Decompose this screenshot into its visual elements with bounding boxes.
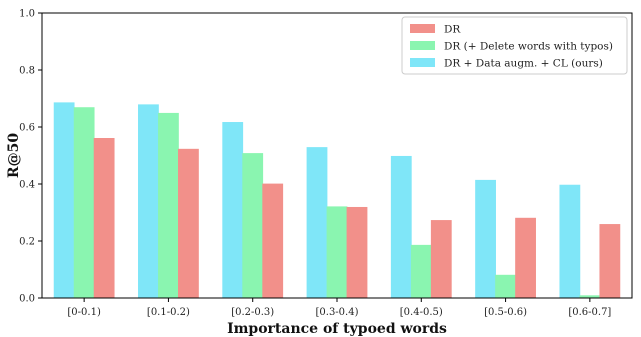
bar (430, 220, 452, 299)
bar (222, 122, 244, 299)
bar (410, 244, 432, 299)
legend-label: DR (444, 24, 461, 36)
bar (158, 112, 179, 299)
bar (390, 155, 412, 299)
bar (73, 107, 95, 299)
bar (495, 274, 516, 299)
legend-box (401, 16, 628, 75)
y-tick-label: 0.0 (19, 294, 35, 305)
plot-frame (41, 12, 633, 299)
bar (475, 179, 496, 299)
bar (559, 184, 581, 299)
bar (53, 102, 75, 299)
legend: DR DR (+ Delete words with typos) DR + Dat… (401, 16, 628, 75)
bar (599, 224, 621, 299)
bar (138, 104, 159, 299)
x-tick-label: [0-0.1) (67, 307, 101, 318)
x-tick-label: [0.3-0.4) (316, 307, 359, 318)
y-tick-label: 1.0 (19, 9, 35, 20)
bar (326, 206, 348, 299)
bar (306, 147, 328, 299)
legend-swatch (410, 41, 435, 50)
bar (93, 137, 115, 299)
x-tick-label: [0.1-0.2) (147, 307, 190, 318)
bar (262, 183, 284, 299)
y-axis-title: R@50 (6, 133, 22, 178)
bars-layer (53, 102, 621, 299)
y-tick-label: 0.2 (19, 237, 35, 248)
bar (178, 148, 199, 299)
x-tick-label: [0.2-0.3) (231, 307, 274, 318)
bar (515, 217, 536, 299)
legend-label: DR + Data augm. + CL (ours) (444, 58, 603, 70)
y-tick-label: 0.8 (19, 66, 35, 77)
y-tick-label: 0.6 (19, 123, 35, 134)
x-tick-label: [0.5-0.6) (484, 307, 527, 318)
y-axis: 0.0 0.2 0.4 0.6 0.8 1.0 (19, 9, 42, 305)
legend-label: DR (+ Delete words with typos) (444, 41, 613, 53)
x-axis: [0-0.1) [0.1-0.2) [0.2-0.3) [0.3-0.4) [0.4-0… (67, 298, 611, 318)
x-tick-label: [0.4-0.5) (400, 307, 443, 318)
bar (346, 206, 368, 299)
legend-swatch (410, 58, 435, 67)
y-tick-label: 0.4 (19, 180, 35, 191)
x-axis-title: Importance of typoed words (227, 321, 447, 337)
legend-swatch (410, 24, 435, 33)
bar (242, 153, 264, 299)
x-tick-label: [0.6-0.7] (568, 307, 611, 318)
